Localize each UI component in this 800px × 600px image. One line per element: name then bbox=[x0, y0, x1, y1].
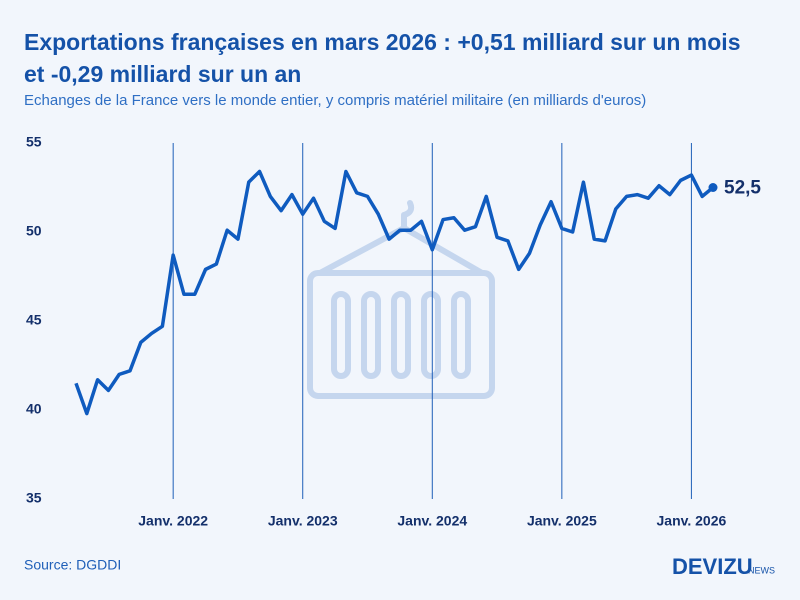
brand-suffix: NEWS bbox=[748, 565, 775, 575]
x-tick-label: Janv. 2025 bbox=[527, 513, 597, 529]
chart-subtitle: Echanges de la France vers le monde enti… bbox=[24, 92, 647, 109]
y-tick-label: 35 bbox=[26, 490, 42, 506]
y-tick-label: 45 bbox=[26, 312, 42, 328]
brand: DEVIZU bbox=[672, 554, 753, 579]
y-tick-label: 50 bbox=[26, 223, 42, 239]
end-point bbox=[708, 183, 718, 192]
x-tick-label: Janv. 2024 bbox=[397, 513, 467, 529]
y-tick-label: 55 bbox=[26, 134, 42, 150]
container-icon bbox=[307, 200, 495, 399]
y-tick-label: 40 bbox=[26, 401, 42, 417]
x-tick-label: Janv. 2023 bbox=[268, 513, 338, 529]
x-tick-label: Janv. 2022 bbox=[138, 513, 208, 529]
line bbox=[74, 169, 715, 416]
value-label: 52,5 bbox=[724, 178, 761, 199]
x-tick-label: Janv. 2026 bbox=[657, 513, 727, 529]
chart-title: Exportations françaises en mars 2026 : +… bbox=[24, 29, 741, 87]
source: Source: DGDDI bbox=[24, 557, 121, 573]
